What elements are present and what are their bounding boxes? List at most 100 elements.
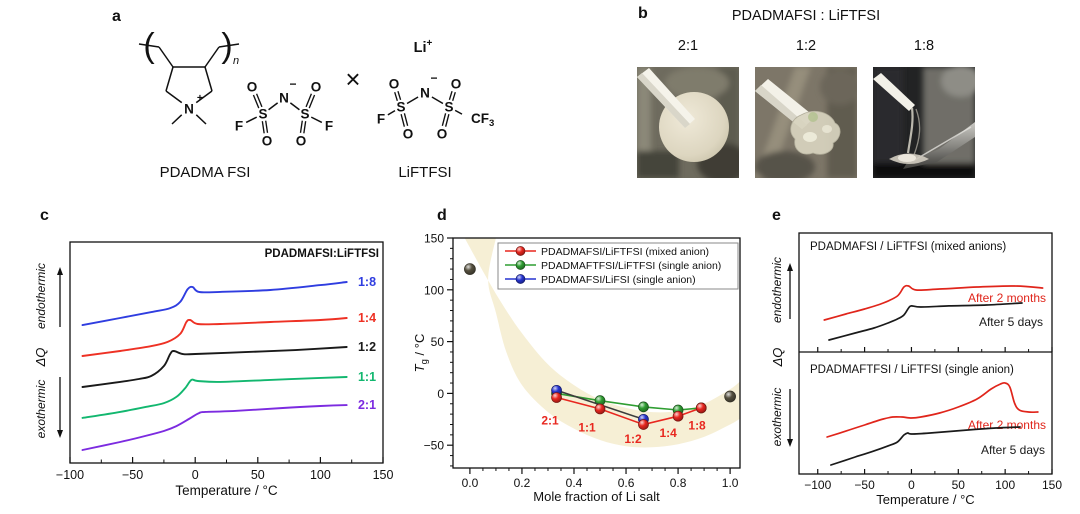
data-point: [638, 419, 649, 430]
curve-label-2:1: 2:1: [358, 398, 376, 412]
x-tick-label: −100: [56, 468, 84, 482]
ratio-annotation-1:2: 1:2: [624, 432, 642, 446]
x-tick-label: 0.6: [618, 476, 635, 490]
liquid-strand: [906, 107, 914, 154]
exothermic-arrow-head: [57, 430, 63, 438]
y-tick-label: 0: [437, 387, 444, 401]
curve-label-1:2: 1:2: [358, 340, 376, 354]
bond: [195, 90, 213, 104]
dsc-curve-2:1: [81, 404, 348, 451]
reference-point: [464, 263, 476, 275]
curve-label-1:4: 1:4: [358, 311, 376, 325]
subplot-title-1: PDADMAFTFSI / LiFTFSI (single anion): [810, 364, 1014, 376]
atom-N: N: [279, 91, 289, 106]
dsc-curve-1:8: [81, 281, 348, 327]
x-tick-label: 0.8: [670, 476, 687, 490]
delta-q-label: ΔQ: [770, 348, 785, 368]
aging-curve-1-1: [830, 426, 1021, 466]
panel-label-c: c: [40, 207, 49, 224]
aging-curve-1-0: [826, 381, 1039, 438]
double-bond: [441, 113, 447, 126]
dsc-chart-ratios: −100 −50 0 50 100 150 Temperature / °C PDADMAFS…: [33, 241, 393, 498]
ratio-annotation-1:4: 1:4: [660, 426, 678, 440]
bond: [431, 96, 444, 105]
charge-minus: −: [289, 77, 296, 91]
panel-label-b: b: [638, 5, 648, 22]
atom-F: F: [325, 119, 333, 134]
legend-entry-2: PDADMAFSI/LiFSI (single anion): [541, 274, 696, 286]
double-bond: [265, 120, 269, 133]
x-tick-label: −50: [854, 478, 875, 492]
double-bond: [299, 120, 303, 133]
charge-plus: +: [197, 92, 203, 104]
double-bond: [448, 90, 453, 101]
y-tick-label: 50: [431, 335, 445, 349]
atom-N: N: [184, 102, 194, 117]
ratio-annotation-2:1: 2:1: [541, 413, 559, 427]
lithium-cation: Li+: [414, 38, 433, 56]
x-tick-label: 100: [310, 468, 331, 482]
x-tick-label: 150: [1042, 478, 1062, 492]
bond: [158, 46, 174, 68]
x-tick-label: 50: [251, 468, 265, 482]
atom-O: O: [296, 134, 307, 149]
panel-label-d: d: [437, 207, 447, 224]
legend-entry-1: PDADMAFTFSI/LiFTFSI (single anion): [541, 260, 721, 272]
aging-curve-0-0: [823, 284, 1044, 321]
double-bond: [397, 90, 402, 101]
bracket-close: ): [221, 27, 232, 65]
times-symbol: ×: [345, 64, 360, 94]
y-tick-label: 100: [424, 283, 444, 297]
photo-2-1: [637, 67, 739, 178]
exothermic-label: exothermic: [34, 380, 48, 439]
exothermic-arrow-head: [787, 439, 793, 447]
ratio-annotation-1:1: 1:1: [578, 421, 596, 435]
bond: [310, 116, 323, 124]
in-plot-title: PDADMAFSI:LiFTFSI: [265, 248, 379, 260]
ratio-annotation-1:8: 1:8: [688, 419, 706, 433]
bond: [454, 109, 463, 115]
aging-label-0-0: After 2 months: [968, 291, 1046, 305]
atom-F: F: [377, 112, 385, 127]
dsc-aging-chart: −100 −50 0 50 100 150 Temperature / °C PDADMAFS…: [770, 232, 1062, 507]
bracket-open: (: [143, 27, 155, 65]
legend-box: [497, 242, 739, 290]
data-point: [594, 403, 606, 415]
atom-O: O: [311, 80, 322, 95]
x-tick-label: 0.0: [462, 476, 479, 490]
legend-marker: [515, 246, 526, 256]
subscript-n: n: [233, 55, 239, 67]
bond: [171, 114, 183, 125]
x-tick-label: −50: [122, 468, 143, 482]
x-tick-label: 0: [192, 468, 199, 482]
plot-frame: [452, 237, 741, 469]
y-axis-title: Tg / °C: [415, 334, 430, 373]
aging-label-1-1: After 5 days: [981, 443, 1045, 457]
atom-O: O: [451, 77, 462, 92]
x-axis-title: Temperature / °C: [876, 492, 974, 507]
data-point: [695, 402, 707, 414]
atom-S: S: [258, 107, 267, 122]
ratio-label-2-1: 2:1: [677, 38, 699, 54]
endothermic-label: endothermic: [770, 257, 784, 323]
tg-vs-composition-chart: −50 0 50 100 150 0.0 0.2 0.4 0.6 0.8 1.0 Tg / °C Mol…: [415, 232, 741, 504]
endothermic-label: endothermic: [34, 263, 48, 329]
data-point: [672, 410, 684, 422]
endothermic-arrow-head: [57, 267, 63, 275]
exothermic-label: exothermic: [770, 388, 784, 447]
atom-CF3: CF3: [471, 111, 494, 129]
ratio-label-1-2: 1:2: [795, 38, 817, 54]
atom-O: O: [437, 127, 448, 142]
x-axis-title: Temperature / °C: [175, 483, 277, 498]
subplot-title-0: PDADMAFSI / LiFTFSI (mixed anions): [810, 241, 1006, 253]
data-point: [551, 392, 562, 403]
bond: [165, 90, 183, 104]
charge-minus: −: [430, 71, 437, 85]
bond: [406, 96, 419, 105]
double-bond: [394, 91, 398, 101]
double-bond: [400, 114, 406, 127]
panel-label-a: a: [112, 8, 121, 25]
dsc-curve-1:1: [81, 376, 348, 419]
dsc-curve-1:4: [81, 317, 348, 357]
double-bond: [308, 94, 316, 109]
